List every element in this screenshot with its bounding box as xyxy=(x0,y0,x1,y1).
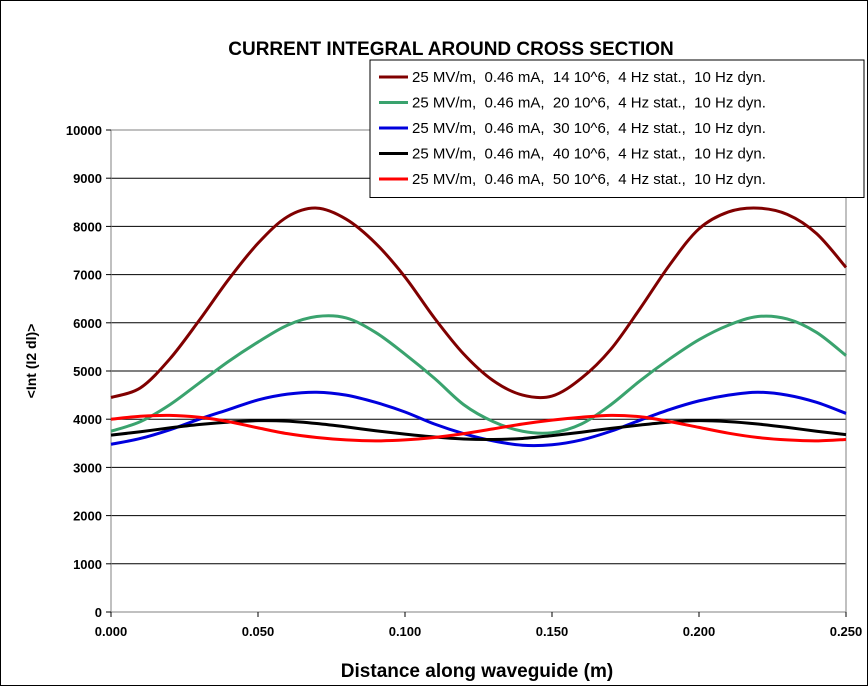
legend-label: 25 MV/m, 0.46 mA, 40 10^6, 4 Hz stat., 1… xyxy=(412,146,766,163)
y-axis: 0 1000 2000 3000 4000 5000 6000 7000 8000 9000 100… xyxy=(66,123,111,620)
y-tick-label: 0 xyxy=(95,605,102,620)
x-axis: 0.000 0.050 0.100 0.150 0.200 0.250 xyxy=(95,612,863,639)
series-line-3 xyxy=(110,390,847,448)
y-tick-label: 7000 xyxy=(73,268,102,283)
y-tick-label: 6000 xyxy=(73,316,102,331)
legend-box xyxy=(369,59,865,198)
legend: 25 MV/m, 0.46 mA, 14 10^6, 4 Hz stat., 1… xyxy=(369,59,865,198)
x-tick-label: 0.150 xyxy=(536,624,569,639)
y-tick-label: 1000 xyxy=(73,557,102,572)
legend-item: 25 MV/m, 0.46 mA, 50 10^6, 4 Hz stat., 1… xyxy=(379,171,766,188)
series-line-1 xyxy=(110,206,848,400)
grid-lines xyxy=(111,129,846,613)
legend-label: 25 MV/m, 0.46 mA, 20 10^6, 4 Hz stat., 1… xyxy=(412,95,766,112)
x-tick-label: 0.050 xyxy=(242,624,275,639)
legend-label: 25 MV/m, 0.46 mA, 14 10^6, 4 Hz stat., 1… xyxy=(412,69,766,86)
x-tick-label: 0.100 xyxy=(389,624,422,639)
y-tick-label: 8000 xyxy=(73,219,102,234)
y-tick-label: 5000 xyxy=(73,364,102,379)
series-lines xyxy=(110,206,848,448)
y-tick-label: 4000 xyxy=(73,412,102,427)
y-axis-label: <Int (I2 dl)> xyxy=(23,324,39,399)
legend-label: 25 MV/m, 0.46 mA, 30 10^6, 4 Hz stat., 1… xyxy=(412,120,766,137)
y-tick-label: 9000 xyxy=(73,171,102,186)
x-tick-label: 0.200 xyxy=(683,624,716,639)
legend-item: 25 MV/m, 0.46 mA, 40 10^6, 4 Hz stat., 1… xyxy=(379,146,766,163)
legend-item: 25 MV/m, 0.46 mA, 20 10^6, 4 Hz stat., 1… xyxy=(379,95,766,112)
y-tick-label: 10000 xyxy=(66,123,102,138)
legend-label: 25 MV/m, 0.46 mA, 50 10^6, 4 Hz stat., 1… xyxy=(412,171,766,188)
y-tick-label: 3000 xyxy=(73,460,102,475)
x-tick-label: 0.250 xyxy=(830,624,863,639)
legend-item: 25 MV/m, 0.46 mA, 30 10^6, 4 Hz stat., 1… xyxy=(379,120,766,137)
chart-title: CURRENT INTEGRAL AROUND CROSS SECTION xyxy=(228,39,673,60)
y-tick-label: 2000 xyxy=(73,509,102,524)
legend-item: 25 MV/m, 0.46 mA, 14 10^6, 4 Hz stat., 1… xyxy=(379,69,766,86)
series-line-5 xyxy=(110,413,847,443)
x-axis-label: Distance along waveguide (m) xyxy=(341,661,613,682)
x-tick-label: 0.000 xyxy=(95,624,128,639)
series-line-2 xyxy=(110,314,847,435)
